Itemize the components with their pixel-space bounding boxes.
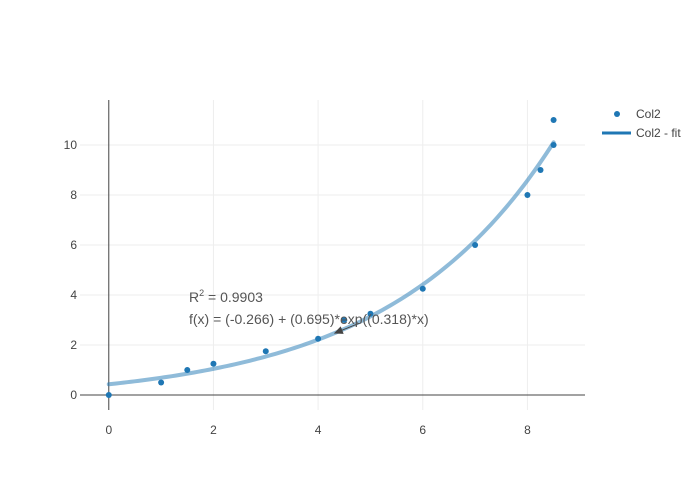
data-point [550,117,557,123]
data-point [537,167,544,173]
annotation-r2-value: = 0.9903 [204,289,263,305]
data-point [158,379,165,386]
annotation-equation: f(x) = (-0.266) + (0.695)*exp((0.318)*x) [189,311,429,327]
legend-marker-col2 [614,111,620,117]
legend-label-col2: Col2 [636,107,661,121]
legend-item-col2-fit[interactable]: Col2 - fit [602,126,681,140]
y-tick-label: 10 [64,138,78,152]
data-point [472,242,479,248]
data-point [315,335,322,342]
y-tick-label: 2 [70,338,77,352]
x-tick-label: 8 [524,423,531,437]
data-point [367,310,374,317]
annotation-r2-superscript: 2 [199,288,204,298]
axes [80,100,585,410]
x-tick-label: 0 [105,423,112,437]
legend[interactable]: Col2 Col2 - fit [602,107,681,140]
fit-curve [106,140,556,387]
data-point [419,285,426,292]
x-tick-labels: 0 2 4 6 8 [105,423,531,437]
annotation-r2-line: R2 = 0.9903 [189,288,263,305]
annotation-arrow-line [339,322,359,332]
x-tick-label: 2 [210,423,217,437]
annotation-r2-label: R [189,289,199,305]
data-points [105,117,557,398]
y-tick-label: 4 [70,288,77,302]
annotation-arrow-head [333,326,344,334]
fit-annotation: R2 = 0.9903 f(x) = (-0.266) + (0.695)*ex… [189,288,429,334]
data-point [550,142,557,148]
x-tick-label: 4 [315,423,322,437]
y-tick-labels: 0 2 4 6 8 10 [64,138,78,402]
legend-label-col2-fit: Col2 - fit [636,126,681,140]
fit-layer [106,140,556,387]
y-tick-label: 0 [70,388,77,402]
y-tick-label: 8 [70,188,77,202]
data-point [341,317,348,323]
y-tick-label: 6 [70,238,77,252]
data-point [184,367,191,373]
data-point [105,392,112,398]
data-point [524,192,531,198]
data-point [262,348,269,355]
grid-lines [80,100,585,410]
data-point [210,360,217,367]
x-tick-label: 6 [419,423,426,437]
legend-item-col2[interactable]: Col2 [614,107,661,121]
